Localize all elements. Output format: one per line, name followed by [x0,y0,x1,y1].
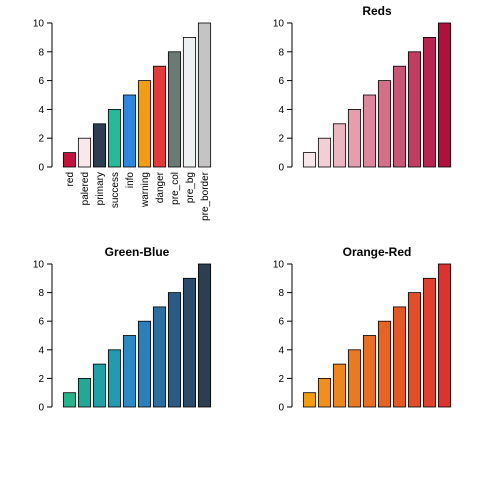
bar [347,349,362,408]
bar [137,80,152,168]
y-tick-label: 4 [278,105,284,116]
y-tick-label: 8 [38,288,44,299]
bar [182,37,197,168]
y-tick-label: 6 [278,76,284,87]
y-tick-label: 4 [38,105,44,116]
y-tick-label: 2 [278,134,284,145]
y-tick-label: 0 [278,163,284,174]
x-tick-label: primary [95,172,106,205]
bar [197,22,212,168]
bar [62,392,77,408]
bar [152,65,167,168]
bar [422,37,437,168]
bar [407,51,422,168]
bar [422,277,437,408]
bar [377,320,392,408]
bar [107,109,122,168]
bar [122,335,137,408]
chart-title: Reds [362,4,392,18]
y-tick-label: 6 [278,317,284,328]
bar [407,292,422,408]
y-tick-label: 10 [273,260,285,271]
bar [92,123,107,168]
bar [332,363,347,408]
bar [437,263,452,408]
y-tick-label: 4 [278,345,284,356]
bar [392,306,407,408]
bar [77,377,92,408]
bar [182,277,197,408]
bar [347,109,362,168]
y-tick-label: 0 [38,403,44,414]
y-tick-label: 8 [38,47,44,58]
x-tick-label: palered [80,172,91,205]
y-tick-label: 10 [273,19,285,30]
bar [377,80,392,168]
y-tick-label: 0 [38,163,44,174]
bar [362,94,377,168]
x-tick-label: info [125,172,136,189]
bar [107,349,122,408]
bar [362,335,377,408]
y-tick-label: 2 [278,374,284,385]
bar [92,363,107,408]
bar [197,263,212,408]
bar [332,123,347,168]
bar [317,377,332,408]
x-tick-label: pre_col [170,172,181,205]
y-tick-label: 0 [278,403,284,414]
x-tick-label: warning [140,172,151,208]
bar [167,51,182,168]
bar [77,137,92,168]
y-tick-label: 10 [33,19,45,30]
bar [437,22,452,168]
y-tick-label: 8 [278,288,284,299]
y-tick-label: 6 [38,76,44,87]
bar [302,152,317,168]
bar [137,320,152,408]
bar [122,94,137,168]
bar [152,306,167,408]
y-tick-label: 2 [38,134,44,145]
y-tick-label: 4 [38,345,44,356]
bar [167,292,182,408]
y-tick-label: 10 [33,260,45,271]
bar [317,137,332,168]
bar [302,392,317,408]
y-tick-label: 6 [38,317,44,328]
y-tick-label: 2 [38,374,44,385]
x-tick-label: pre_bg [185,172,196,203]
chart-title: Orange-Red [343,245,412,259]
y-tick-label: 8 [278,47,284,58]
bar [62,152,77,168]
x-tick-label: success [110,172,121,208]
x-tick-label: red [65,172,76,186]
bar [392,65,407,168]
chart-title: Green-Blue [105,245,170,259]
x-tick-label: pre_border [200,171,211,221]
x-tick-label: danger [155,171,166,203]
